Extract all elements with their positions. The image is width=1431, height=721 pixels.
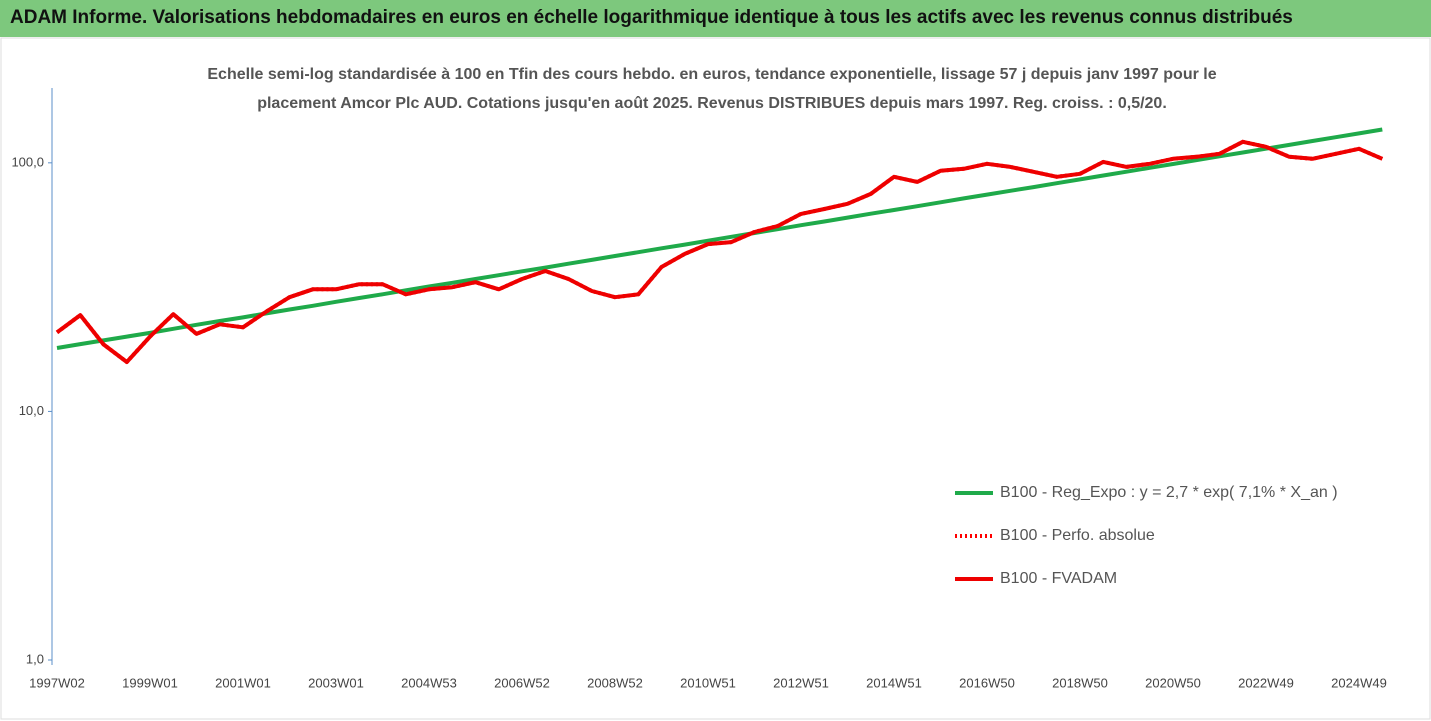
legend-label: B100 - Reg_Expo : y = 2,7 * exp( 7,1% * …	[1000, 484, 1338, 501]
x-tick-label: 2018W50	[1052, 675, 1108, 690]
x-tick-label: 2022W49	[1238, 675, 1294, 690]
series-line	[55, 139, 1384, 364]
x-tick-label: 2006W52	[494, 675, 550, 690]
legend-label: B100 - Perfo. absolue	[1000, 527, 1155, 544]
series-line	[55, 139, 1384, 364]
x-tick-label: 2003W01	[308, 675, 364, 690]
x-tick-label: 2004W53	[401, 675, 457, 690]
x-tick-label: 2001W01	[215, 675, 271, 690]
chart-frame	[0, 37, 1431, 720]
y-tick-label: 1,0	[26, 651, 44, 666]
subtitle: Echelle semi-log standardisée à 100 en T…	[207, 66, 1216, 83]
chart: Echelle semi-log standardisée à 100 en T…	[0, 37, 1431, 720]
subtitle: placement Amcor Plc AUD. Cotations jusqu…	[257, 95, 1167, 112]
header-bar: ADAM Informe. Valorisations hebdomadaire…	[0, 0, 1431, 37]
x-tick-label: 2014W51	[866, 675, 922, 690]
y-tick-label: 100,0	[11, 154, 44, 169]
x-tick-label: 2010W51	[680, 675, 736, 690]
y-tick-label: 10,0	[19, 403, 44, 418]
x-tick-label: 2020W50	[1145, 675, 1201, 690]
x-tick-label: 2008W52	[587, 675, 643, 690]
x-tick-label: 1997W02	[29, 675, 85, 690]
chart-title: ADAM Informe. Valorisations hebdomadaire…	[10, 7, 1293, 28]
series-line	[56, 127, 1383, 350]
x-tick-label: 1999W01	[122, 675, 178, 690]
legend-label: B100 - FVADAM	[1000, 570, 1117, 587]
x-tick-label: 2024W49	[1331, 675, 1387, 690]
x-tick-label: 2016W50	[959, 675, 1015, 690]
x-tick-label: 2012W51	[773, 675, 829, 690]
